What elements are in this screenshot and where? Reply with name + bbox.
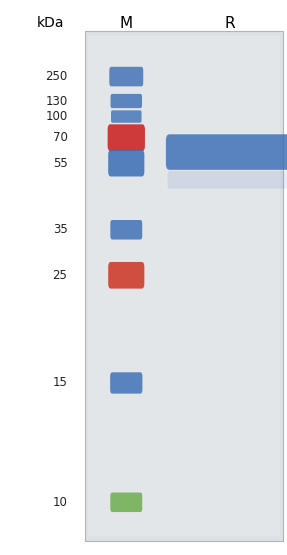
Text: 35: 35 (53, 223, 67, 236)
FancyBboxPatch shape (110, 492, 142, 512)
Text: M: M (120, 16, 133, 31)
FancyBboxPatch shape (85, 31, 283, 541)
Text: 55: 55 (53, 157, 67, 170)
Text: 10: 10 (53, 496, 67, 509)
FancyBboxPatch shape (108, 124, 145, 151)
Text: 25: 25 (53, 269, 67, 282)
Text: 130: 130 (45, 94, 67, 108)
Text: kDa: kDa (36, 16, 64, 31)
FancyBboxPatch shape (110, 94, 142, 108)
Text: R: R (224, 16, 235, 31)
FancyBboxPatch shape (108, 262, 144, 289)
FancyBboxPatch shape (110, 220, 142, 240)
FancyBboxPatch shape (110, 372, 142, 393)
FancyBboxPatch shape (109, 67, 143, 87)
Text: 100: 100 (45, 110, 67, 123)
Text: 70: 70 (53, 131, 67, 144)
FancyBboxPatch shape (111, 110, 141, 123)
FancyBboxPatch shape (88, 36, 280, 536)
FancyBboxPatch shape (166, 134, 287, 170)
Text: 250: 250 (45, 70, 67, 83)
FancyBboxPatch shape (168, 171, 287, 189)
FancyBboxPatch shape (108, 150, 144, 176)
Text: 15: 15 (53, 376, 67, 390)
